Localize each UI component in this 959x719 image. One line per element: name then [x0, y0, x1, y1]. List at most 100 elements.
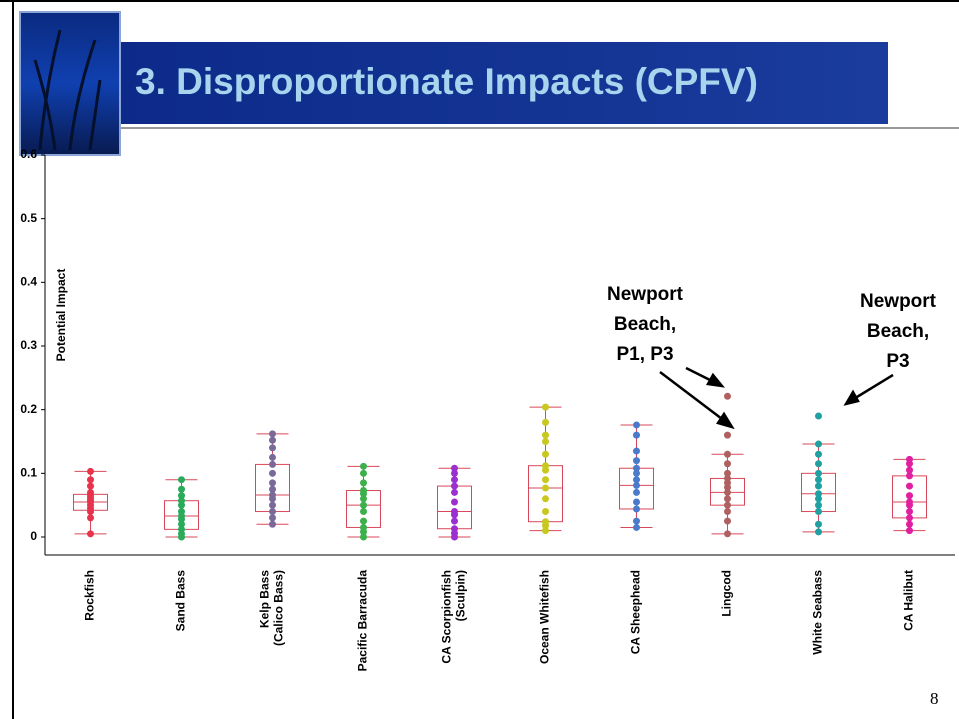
data-point: [542, 462, 549, 469]
x-tick-label: White Seabass: [811, 570, 825, 655]
data-point: [906, 521, 913, 528]
annotation: P3: [886, 351, 909, 372]
data-point: [542, 476, 549, 483]
data-point: [633, 457, 640, 464]
data-point: [451, 476, 458, 483]
x-tick-label: CA Halibut: [902, 570, 916, 631]
data-point: [87, 530, 94, 537]
x-tick-label-line: Sand Bass: [174, 570, 188, 632]
data-point: [906, 467, 913, 474]
annotation: P1, P3: [616, 344, 673, 365]
data-point: [542, 508, 549, 515]
slide: 3. Disproportionate Impacts (CPFV) 8 0 0.…: [0, 0, 959, 719]
data-point: [724, 530, 731, 537]
data-point: [542, 404, 549, 411]
data-point: [724, 451, 731, 458]
data-point: [815, 490, 822, 497]
data-point: [815, 441, 822, 448]
data-point: [269, 430, 276, 437]
x-tick-label-line: Ocean Whitefish: [538, 570, 552, 664]
data-point: [724, 460, 731, 467]
x-tick-label: CA Sheephead: [629, 570, 643, 654]
data-point: [633, 465, 640, 472]
data-point: [906, 498, 913, 505]
data-point: [633, 421, 640, 428]
data-point: [542, 484, 549, 491]
x-tick-label-line: White Seabass: [811, 570, 825, 655]
data-point: [724, 502, 731, 509]
data-point: [906, 527, 913, 534]
data-point: [633, 518, 640, 525]
data-point: [906, 508, 913, 515]
data-point: [542, 419, 549, 426]
y-tick-label: 0.3: [20, 338, 37, 352]
data-point: [87, 483, 94, 490]
data-point: [815, 521, 822, 528]
y-tick-label: 0: [30, 529, 37, 543]
data-point: [542, 451, 549, 458]
y-tick-label: 0.2: [20, 402, 37, 416]
data-point: [906, 456, 913, 463]
x-tick-label-line: CA Halibut: [902, 570, 916, 631]
data-point: [360, 463, 367, 470]
data-point: [269, 461, 276, 468]
data-point: [360, 524, 367, 531]
data-point: [451, 498, 458, 505]
data-point: [87, 476, 94, 483]
data-point: [542, 518, 549, 525]
data-point: [87, 489, 94, 496]
data-point: [451, 508, 458, 515]
data-point: [269, 437, 276, 444]
data-point: [178, 508, 185, 515]
x-tick-label-line: CA Sheephead: [629, 570, 643, 654]
data-point: [360, 487, 367, 494]
x-tick-label-line: Lingcod: [720, 570, 734, 617]
outlier-point: [815, 413, 822, 420]
annotation: Beach,: [867, 321, 929, 342]
data-point: [542, 432, 549, 439]
data-point: [542, 495, 549, 502]
data-point: [360, 518, 367, 525]
data-point: [360, 470, 367, 477]
x-tick-label-line: (Sculpin): [454, 570, 468, 621]
data-point: [269, 470, 276, 477]
data-point: [269, 454, 276, 461]
data-point: [269, 486, 276, 493]
x-tick-label-line: Kelp Bass: [258, 570, 272, 628]
x-tick-label: Pacific Barracuda: [356, 570, 370, 672]
data-point: [815, 460, 822, 467]
x-tick-label-line: Rockfish: [83, 570, 97, 621]
data-point: [815, 483, 822, 490]
outlier-point: [724, 393, 731, 400]
annotation: Newport: [860, 291, 937, 312]
data-point: [178, 476, 185, 483]
data-point: [906, 483, 913, 490]
data-point: [269, 502, 276, 509]
annotation: Beach,: [614, 314, 676, 335]
slide-title: 3. Disproportionate Impacts (CPFV): [135, 61, 758, 102]
outlier-point: [724, 432, 731, 439]
x-tick-label: Sand Bass: [174, 570, 188, 632]
data-point: [633, 505, 640, 512]
y-axis-label: Potential Impact: [54, 269, 68, 362]
y-tick-label: 0.4: [20, 275, 37, 289]
data-point: [269, 514, 276, 521]
annotation: Newport: [607, 284, 684, 305]
data-point: [269, 444, 276, 451]
data-point: [724, 495, 731, 502]
data-point: [269, 479, 276, 486]
data-point: [633, 524, 640, 531]
data-point: [542, 438, 549, 445]
data-point: [360, 479, 367, 486]
data-point: [451, 483, 458, 490]
page-number: 8: [930, 689, 939, 708]
data-point: [178, 486, 185, 493]
kelp-image: [20, 12, 120, 155]
x-tick-label: Lingcod: [720, 570, 734, 617]
data-point: [815, 470, 822, 477]
data-point: [360, 502, 367, 509]
data-point: [360, 508, 367, 515]
data-point: [269, 508, 276, 515]
data-point: [815, 451, 822, 458]
data-point: [724, 470, 731, 477]
